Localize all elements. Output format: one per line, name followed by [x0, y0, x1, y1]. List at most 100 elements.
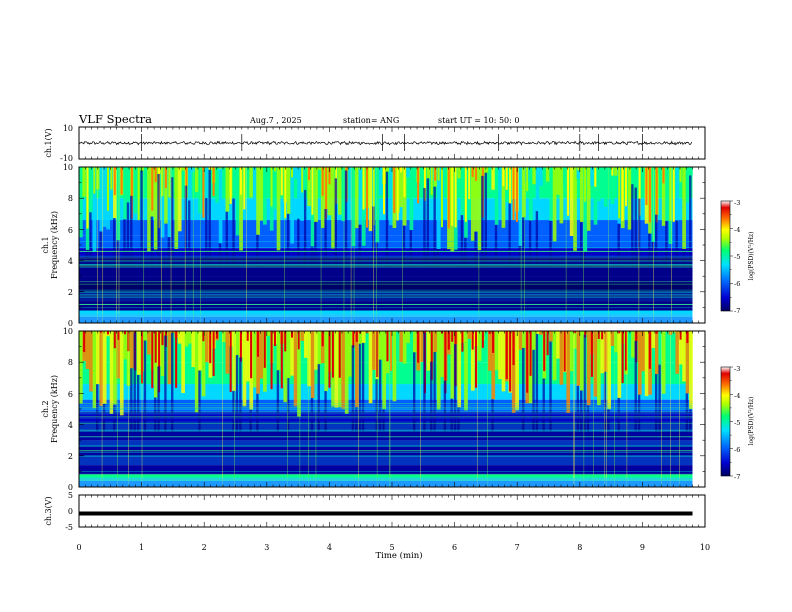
spectrogram-burst-peak [250, 331, 253, 379]
spectrogram-burst-peak [505, 331, 508, 379]
spectrogram-burst [133, 167, 138, 214]
spectrogram-burst [276, 331, 281, 371]
ch1-colorbar-tick-m6: -6 [734, 280, 740, 288]
ch1-colorbar-ticks [730, 200, 733, 312]
spectrogram-gap [375, 242, 378, 269]
spectrogram-gap [314, 221, 317, 269]
spectrogram-burst [593, 331, 598, 397]
ch1-freq-tick-0: 0 [68, 319, 73, 328]
spectrogram-burst-peak [621, 331, 624, 384]
spectrogram-burst [232, 331, 237, 391]
spectrogram-burst [351, 167, 356, 247]
spectrogram-gap [276, 370, 280, 433]
spectrogram-burst [181, 167, 185, 171]
spectrogram-burst [246, 331, 250, 382]
spectrogram-burst [355, 331, 359, 407]
spectrogram-burst-peak [239, 331, 242, 362]
spectrogram-burst-peak [359, 167, 362, 170]
spectrogram-burst [545, 167, 550, 182]
spectrogram-burst-peak [365, 167, 369, 228]
spectrogram-gap [198, 370, 201, 433]
spectrogram-burst [109, 331, 114, 414]
spectrogram-burst [96, 331, 100, 385]
spectrogram-gap [256, 393, 259, 433]
spectrogram-burst [344, 331, 349, 414]
spectrogram-burst [487, 167, 492, 169]
spectrogram-gap [133, 332, 136, 433]
ch2-colorbar-tick-m5: -5 [734, 419, 740, 427]
spectrogram-burst [140, 167, 145, 171]
ch2-freq-tick-4: 4 [68, 421, 73, 430]
spectrogram-burst [603, 331, 608, 372]
spectrogram-gap [385, 171, 389, 269]
spectrogram-burst-peak [86, 167, 89, 229]
spectrogram-burst [147, 331, 151, 355]
spectrogram-gap [324, 209, 327, 269]
spectrogram-burst [528, 167, 533, 221]
spectrogram-burst-peak [151, 167, 154, 211]
spectrogram-burst-peak [311, 167, 314, 215]
spectrogram-burst-peak [202, 167, 205, 218]
spectrogram-burst [539, 331, 543, 335]
spectrogram-burst [426, 331, 431, 371]
spectrogram-burst [205, 167, 209, 199]
spectrogram-gap [351, 345, 355, 433]
spectrogram-burst [597, 167, 601, 202]
spectrogram-gap [310, 246, 314, 269]
spectrogram-burst-peak [624, 331, 628, 371]
spectrogram-burst-peak [120, 167, 123, 195]
spectrogram-burst [324, 331, 329, 392]
spectrogram-gap [522, 347, 525, 433]
spectrogram-burst [685, 167, 690, 203]
spectrogram-burst-peak [618, 167, 621, 219]
spectrogram-burst [198, 167, 202, 214]
spectrogram-burst [395, 331, 400, 359]
time-tick-7: 7 [515, 543, 520, 552]
spectrogram-burst-peak [471, 167, 474, 177]
spectrogram-gap [249, 409, 252, 433]
spectrogram-burst-peak [256, 331, 259, 357]
spectrogram-gap [675, 220, 678, 269]
spectrogram-burst [409, 167, 414, 231]
spectrogram-burst [348, 331, 352, 377]
spectrogram-burst [607, 167, 611, 200]
spectrogram-gap [583, 334, 586, 433]
spectrogram-burst [477, 167, 482, 251]
spectrogram-burst-peak [512, 331, 515, 365]
spectrogram-band [79, 465, 693, 475]
spectrogram-burst [164, 167, 168, 224]
spectrogram-burst [501, 167, 506, 228]
spectrogram-burst [235, 167, 240, 236]
spectrogram-burst [317, 331, 322, 365]
spectrogram-burst [549, 167, 554, 221]
spectrogram-burst [474, 167, 479, 232]
spectrogram-burst [276, 167, 281, 251]
spectrogram-gap [685, 393, 689, 433]
spectrogram-burst [246, 167, 250, 196]
spectrogram-burst [130, 331, 134, 369]
spectrogram-burst-peak [273, 331, 276, 346]
spectrogram-burst-peak [161, 331, 164, 346]
spectrogram-burst-peak [338, 331, 341, 378]
spectrogram-gap [123, 219, 126, 269]
spectrogram-burst-peak [123, 331, 127, 335]
spectrogram-burst [147, 167, 151, 252]
spectrogram-burst-peak [624, 167, 628, 207]
date-label: Aug.7 , 2025 [249, 116, 302, 125]
spectrogram-burst [562, 167, 567, 187]
spectrogram-burst-peak [164, 167, 167, 189]
spectrogram-burst-peak [584, 331, 587, 338]
spectrogram-burst [484, 331, 489, 337]
spectrogram-burst-peak [662, 167, 665, 184]
spectrogram-burst [576, 331, 581, 386]
time-tick-2: 2 [202, 543, 207, 552]
spectrogram-gap [634, 340, 637, 433]
spectrogram-gap [607, 409, 610, 433]
ch1-colorbar-tick-m4: -4 [734, 226, 740, 234]
spectrogram-burst [201, 331, 206, 397]
spectrogram-burst [385, 167, 390, 172]
ch1-colorbar [720, 200, 731, 312]
spectrogram-gap [464, 237, 467, 269]
spectrogram-burst [259, 331, 264, 379]
spectrogram-burst-peak [106, 331, 109, 335]
